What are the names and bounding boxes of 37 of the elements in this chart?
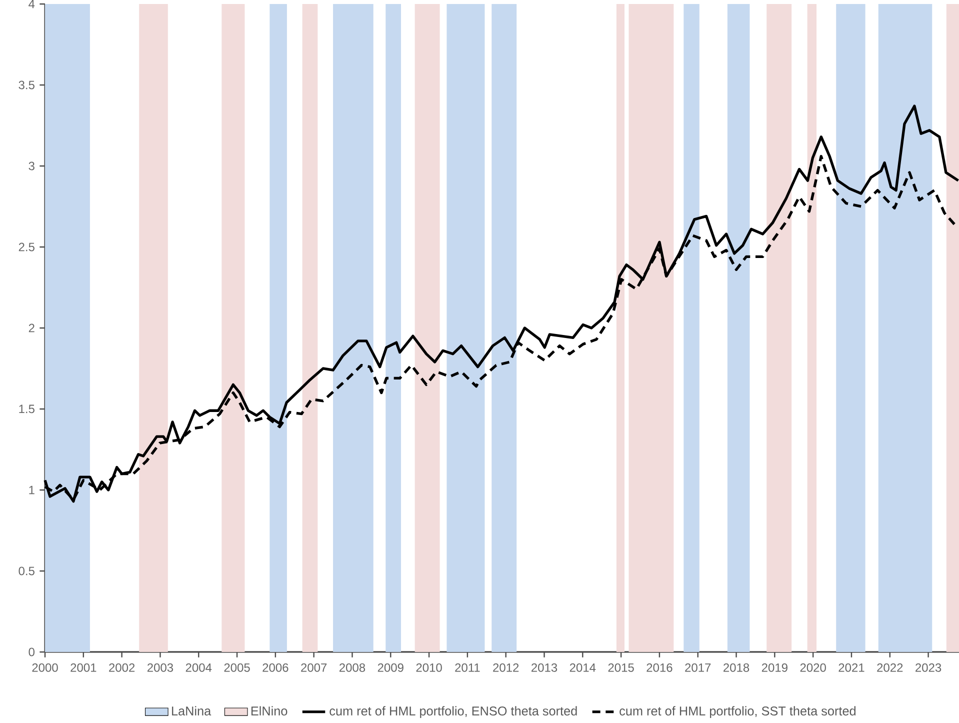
x-tick-label: 2014	[570, 663, 596, 672]
x-tick-label: 2020	[800, 663, 826, 672]
y-tick-label: 1.5	[19, 404, 34, 414]
y-tick-label: 3.5	[18, 80, 34, 90]
legend-label: cum ret of HML portfolio, SST theta sorted	[620, 706, 856, 718]
x-tick-label: 2000	[32, 663, 58, 672]
x-tick-label: 2017	[685, 663, 711, 672]
x-tick-label: 2013	[532, 663, 558, 672]
x-tick-label: 2004	[186, 663, 212, 672]
legend-label: LaNina	[172, 706, 212, 716]
x-tick-label: 2021	[838, 663, 864, 672]
y-tick-label: 0.5	[18, 566, 34, 576]
x-tick-label: 2012	[493, 663, 519, 672]
x-tick-label: 2022	[877, 663, 903, 672]
y-tick-label: 4	[28, 0, 35, 8]
x-tick-label: 2003	[147, 663, 174, 672]
y-tick-label: 1	[29, 486, 34, 494]
y-tick-label: 2.5	[18, 242, 34, 252]
legend-label: ElNino	[251, 706, 288, 716]
x-tick-label: 2011	[455, 663, 480, 672]
x-tick-label: 2009	[378, 663, 404, 672]
x-tick-label: 2010	[416, 663, 442, 672]
x-tick-label: 2006	[262, 663, 288, 672]
x-tick-label: 2005	[224, 663, 250, 672]
x-tick-label: 2018	[724, 663, 750, 672]
x-tick-label: 2015	[608, 663, 634, 672]
x-tick-label: 2019	[762, 663, 788, 672]
y-tick-label: 2	[28, 324, 34, 332]
x-tick-label: 2007	[301, 663, 327, 672]
x-tick-label: 2023	[916, 663, 942, 672]
x-tick-label: 2008	[339, 663, 366, 672]
x-tick-label: 2002	[109, 663, 135, 672]
y-tick-label: 3	[28, 162, 34, 170]
x-tick-label: 2001	[70, 663, 96, 672]
y-tick-label: 0	[28, 648, 35, 656]
x-tick-label: 2016	[646, 663, 672, 672]
legend-label: cum ret of HML portfolio, ENSO theta sorted	[330, 706, 577, 718]
